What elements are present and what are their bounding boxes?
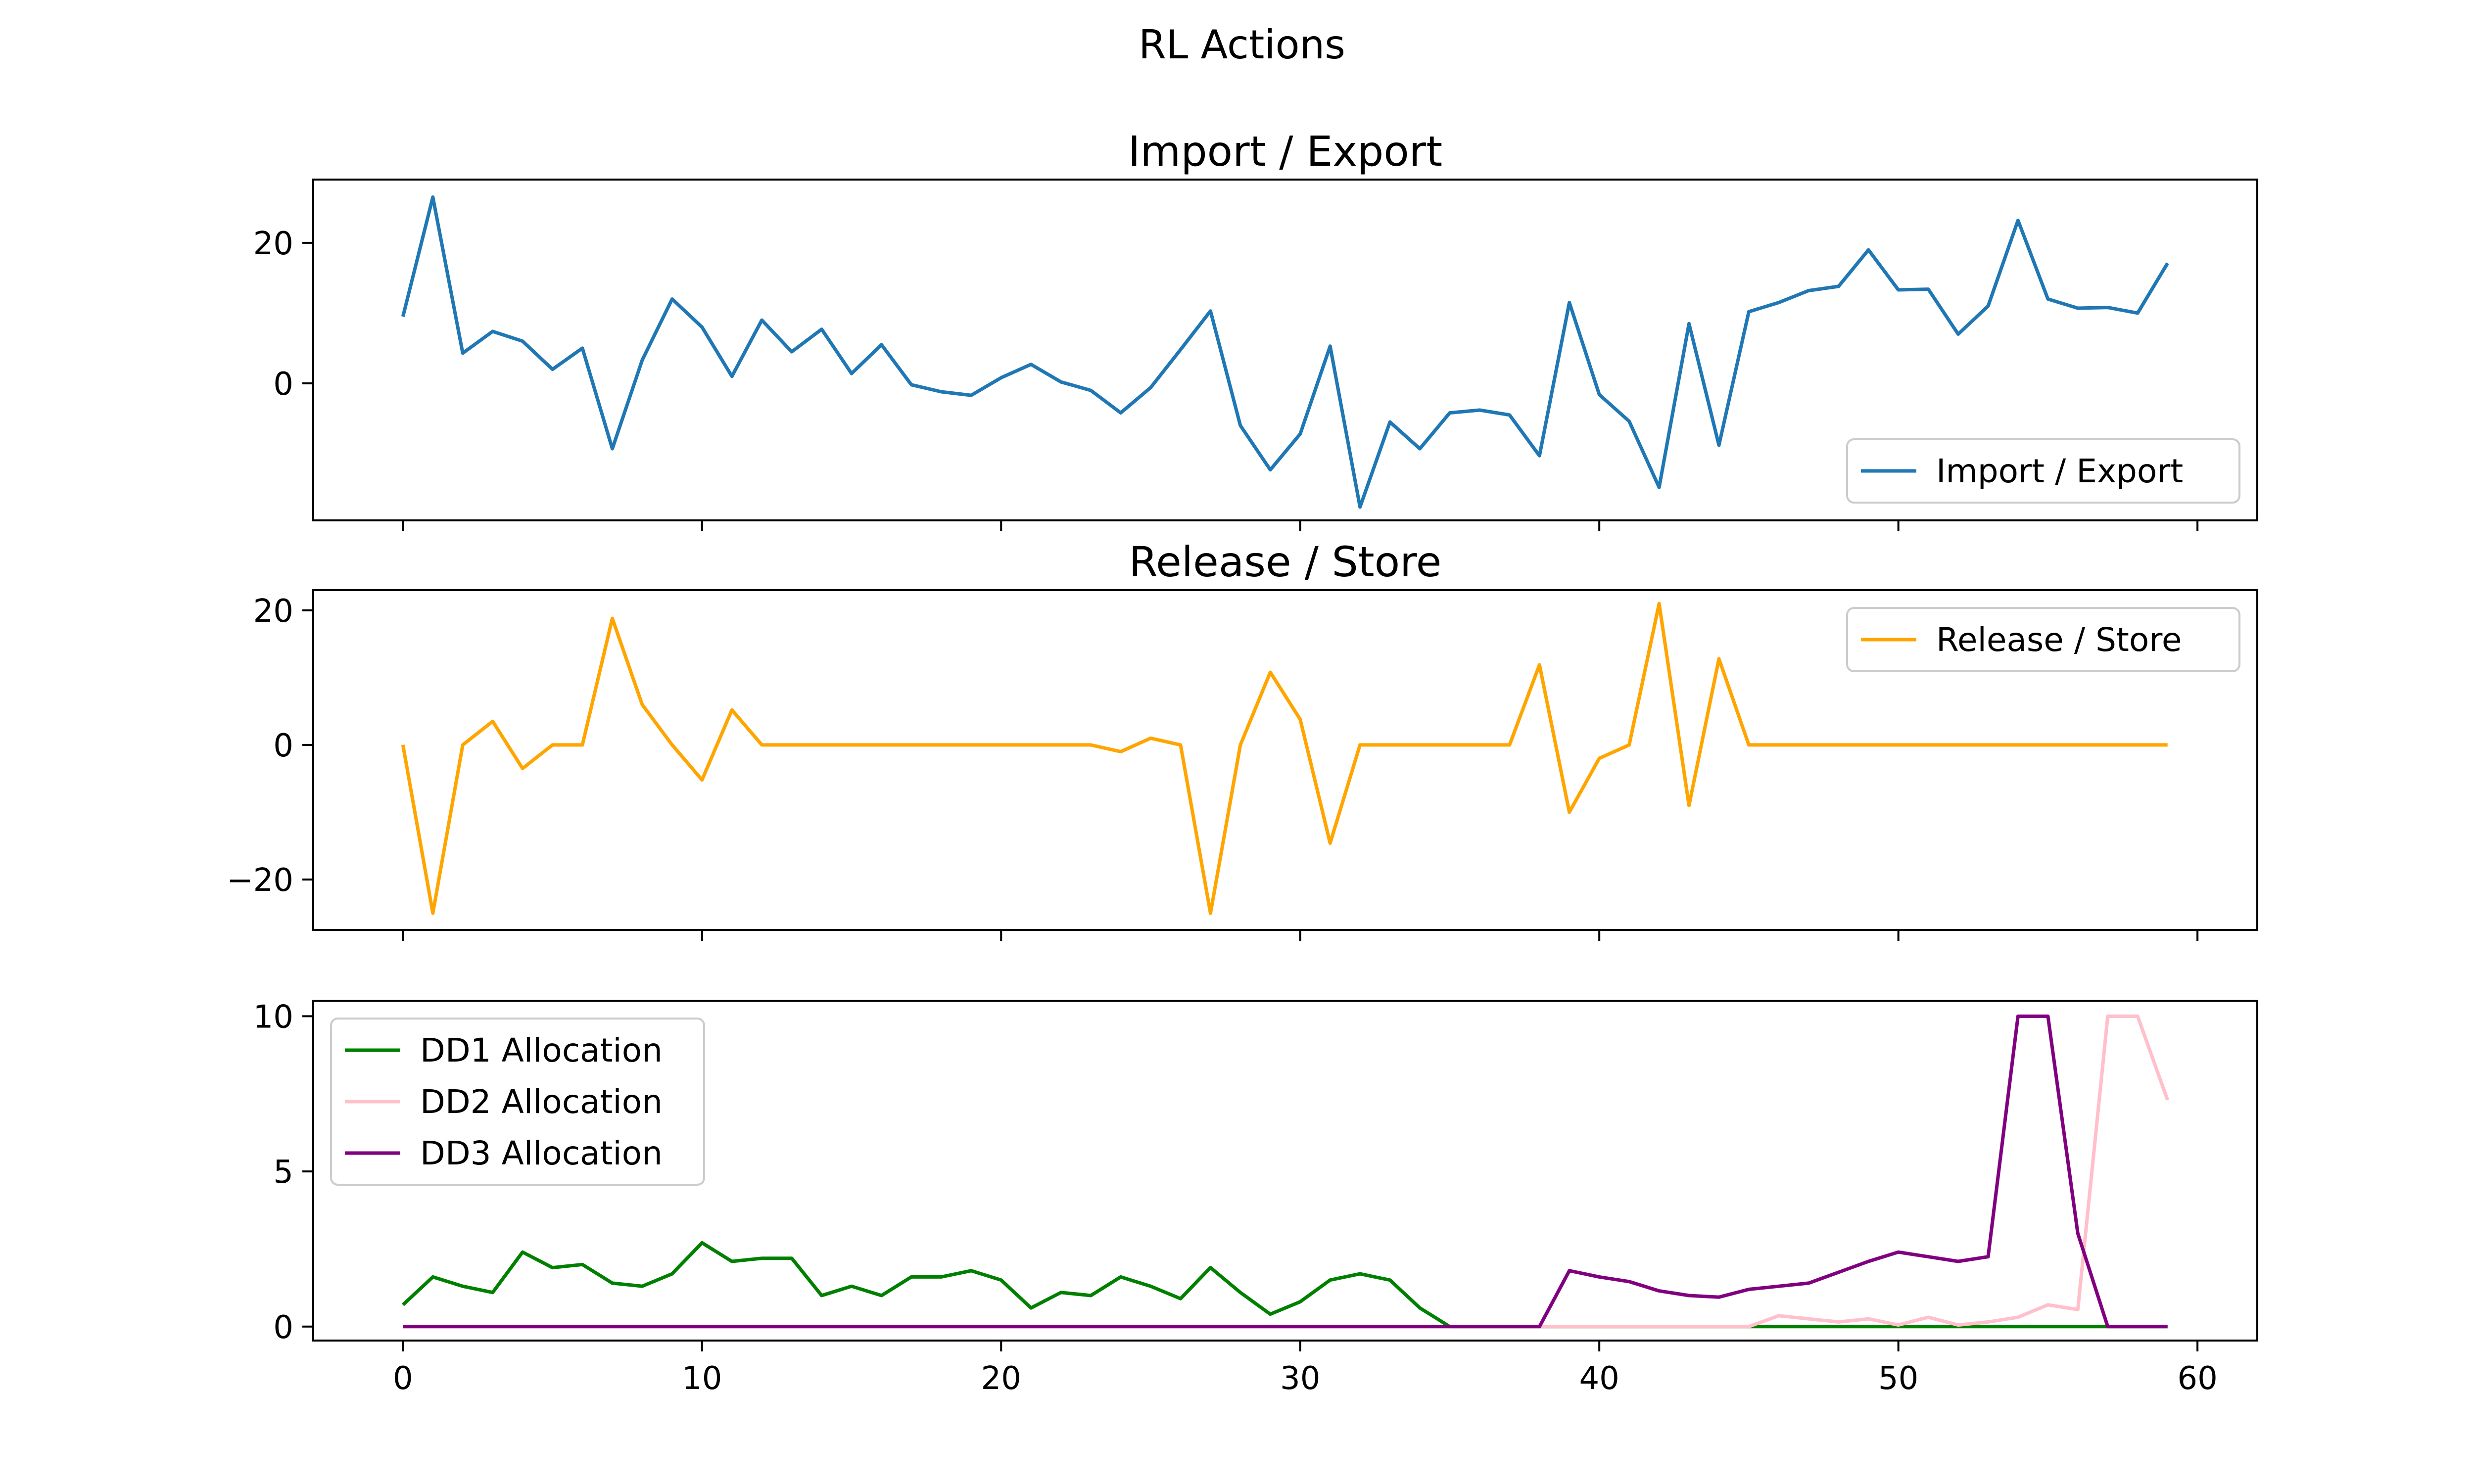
legend-frame [1846,438,2240,504]
legend: Import / Export [1846,438,2240,504]
legend-frame [1846,607,2240,672]
series-line-import-export [401,195,2169,509]
y-tick-label: 10 [253,999,293,1035]
legend-frame [330,1018,705,1186]
subplot-title: Import / Export [1128,127,1442,176]
legend: Release / Store [1846,607,2240,672]
y-tick-label: 20 [253,226,293,262]
y-tick-label: 5 [273,1154,293,1191]
x-tick-label: 20 [981,1360,1021,1397]
legend-label: Import / Export [1936,452,2183,490]
legend: DD1 Allocation DD2 Allocation DD3 Allocati… [330,1018,705,1186]
x-tick-label: 60 [2177,1360,2217,1397]
legend-label: DD1 Allocation [420,1031,663,1069]
legend-label: Release / Store [1936,621,2182,659]
series-line-dd1-allocation [401,1241,2168,1329]
legend-label: DD2 Allocation [420,1083,663,1121]
legend-label: DD3 Allocation [420,1134,663,1172]
axes-frame [312,179,2258,521]
x-tick-label: 0 [393,1360,413,1397]
series-line-dd3-allocation [403,1014,2168,1329]
subplot-1: 0 20 Import / Export Import / Export [253,127,2258,531]
y-tick-label: −20 [227,862,293,899]
x-tick-label: 10 [682,1360,722,1397]
x-tick-label: 30 [1280,1360,1320,1397]
series-group [401,602,2168,915]
series-group [401,1014,2169,1329]
series-group [401,195,2169,509]
axes-container: 0 20 Import / Export Import / Export −20 0 20 R… [227,127,2258,1397]
y-tick-label: 20 [253,593,293,630]
x-tick-label: 40 [1579,1360,1619,1397]
subplot-3: 0 10 20 30 40 50 60 0 5 10 DD1 Allocation DD2 Alloc… [253,999,2258,1397]
x-tick-label: 50 [1878,1360,1918,1397]
y-tick-label: 0 [273,366,293,403]
subplot-title: Release / Store [1129,538,1442,586]
series-line-release-store [401,602,2168,915]
y-tick-label: 0 [273,1309,293,1346]
subplot-2: −20 0 20 Release / Store Release / Store [227,538,2258,941]
figure-suptitle: RL Actions [1139,22,1345,68]
axes-frame [312,589,2258,931]
y-tick-label: 0 [273,728,293,764]
